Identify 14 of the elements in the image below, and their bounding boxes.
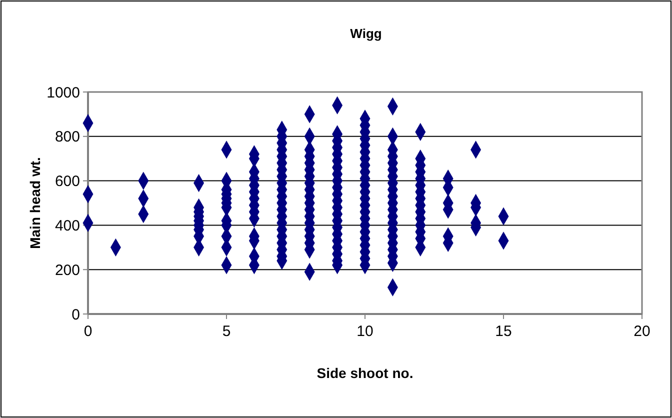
y-axis-title: Main head wt. [27, 157, 43, 249]
x-axis-title: Side shoot no. [316, 365, 414, 381]
y-tick-label: 0 [72, 306, 80, 324]
y-tick-label: 600 [54, 173, 80, 190]
y-tick-label: 200 [54, 262, 80, 279]
x-tick-label: 20 [634, 323, 650, 340]
x-tick-label: 0 [84, 323, 92, 340]
chart-title: Wigg [350, 26, 382, 41]
y-tick-label: 1000 [46, 84, 80, 102]
x-tick-label: 15 [495, 323, 512, 340]
y-tick-label: 400 [54, 217, 80, 234]
x-tick-label: 5 [222, 323, 231, 340]
x-tick-label: 10 [356, 323, 374, 340]
y-tick-label: 800 [54, 128, 80, 146]
